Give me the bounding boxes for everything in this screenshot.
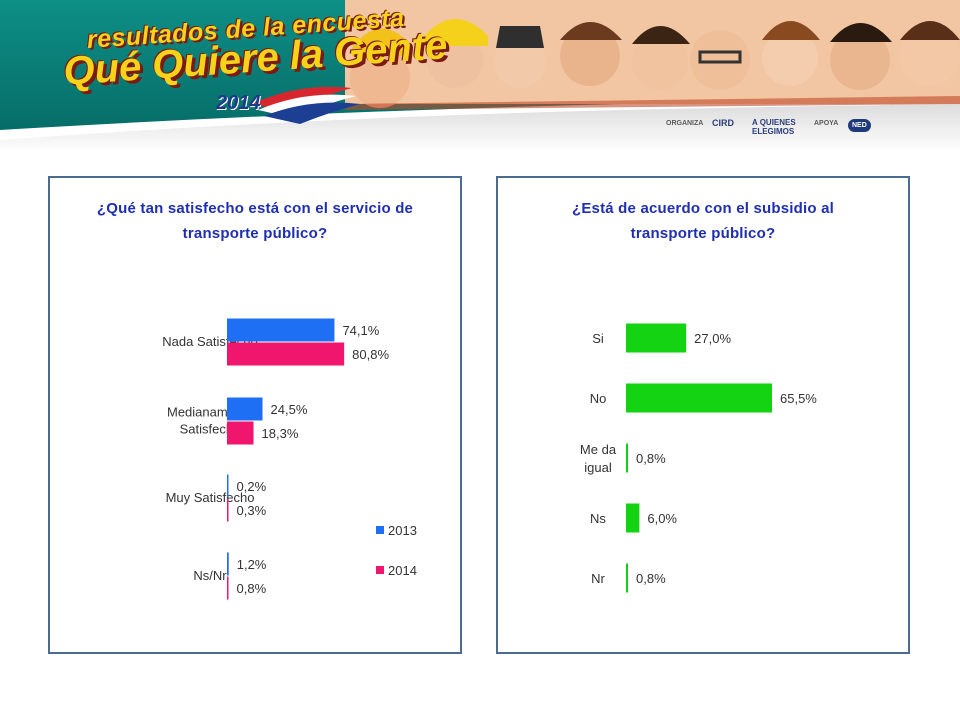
subsidy-bar-chart: Si 27,0% No 65,5% Me da igual 0,8% Ns 6,0% Nr 0,8% (580, 323, 817, 593)
category-label: igual (584, 460, 612, 475)
data-label: 0,2% (237, 479, 267, 494)
bar-2013 (227, 552, 229, 576)
title-line: transporte público? (182, 225, 328, 242)
bar-2014 (227, 576, 229, 600)
data-label: 24,5% (271, 402, 308, 417)
data-label: 1,2% (237, 557, 267, 572)
header-banner: resultados de la encuesta Qué Quiere la … (0, 0, 960, 152)
category-label: No (590, 391, 607, 406)
bar-2013 (227, 474, 229, 498)
crowd-illustration (345, 0, 960, 110)
data-label: 0,8% (237, 581, 267, 596)
title-line: transporte público? (630, 225, 776, 242)
satisfaction-chart-title: ¿Qué tan satisfecho está con el servicio… (50, 196, 460, 246)
cird-logo: CIRD (712, 118, 734, 128)
data-label: 6,0% (647, 511, 677, 526)
bar-2014 (227, 498, 229, 522)
category-label: Ns (590, 511, 606, 526)
data-label: 27,0% (694, 331, 731, 346)
subsidy-chart-panel: ¿Está de acuerdo con el subsidio al tran… (496, 176, 910, 654)
category-label: Nr (591, 571, 605, 586)
data-label: 74,1% (342, 323, 379, 338)
data-label: 0,8% (636, 571, 666, 586)
satisfaction-bar-chart: Nada Satisfecho74,1%80,8%MedianamenteSat… (162, 318, 417, 600)
subsidy-chart-title: ¿Está de acuerdo con el subsidio al tran… (498, 196, 908, 246)
bar-2013 (227, 397, 263, 421)
bar-2014 (227, 421, 254, 445)
bar (626, 383, 772, 413)
bar (626, 323, 687, 353)
legend-swatch-2014 (376, 566, 384, 574)
bar-2014 (227, 342, 345, 366)
data-label: 65,5% (780, 391, 817, 406)
legend-label: 2013 (388, 523, 417, 538)
legend-swatch-2013 (376, 526, 384, 534)
banner-artwork (0, 0, 960, 152)
bar (626, 443, 628, 473)
title-line: ¿Está de acuerdo con el subsidio al (571, 200, 835, 217)
title-line: ¿Qué tan satisfecho está con el servicio… (96, 200, 414, 217)
satisfaction-chart-panel: ¿Qué tan satisfecho está con el servicio… (48, 176, 462, 654)
ned-logo: NED (848, 119, 871, 132)
data-label: 0,3% (237, 503, 267, 518)
category-label: Satisfecho (180, 422, 241, 437)
category-label: Me da (580, 442, 617, 457)
organiza-label: ORGANIZA (666, 120, 704, 127)
category-label: Si (592, 331, 604, 346)
data-label: 18,3% (262, 426, 299, 441)
category-label: Ns/Nr (193, 568, 227, 583)
data-label: 80,8% (352, 347, 389, 362)
apoya-label: APOYA (814, 120, 839, 127)
category-label: Muy Satisfecho (166, 490, 255, 505)
banner-year: 2014 (216, 92, 261, 114)
aquienes-elegimos-logo: A QUIENES ELEGIMOS (752, 118, 796, 136)
bar-2013 (227, 318, 335, 342)
bar (626, 503, 640, 533)
bar (626, 563, 628, 593)
data-label: 0,8% (636, 451, 666, 466)
legend-label: 2014 (388, 563, 417, 578)
